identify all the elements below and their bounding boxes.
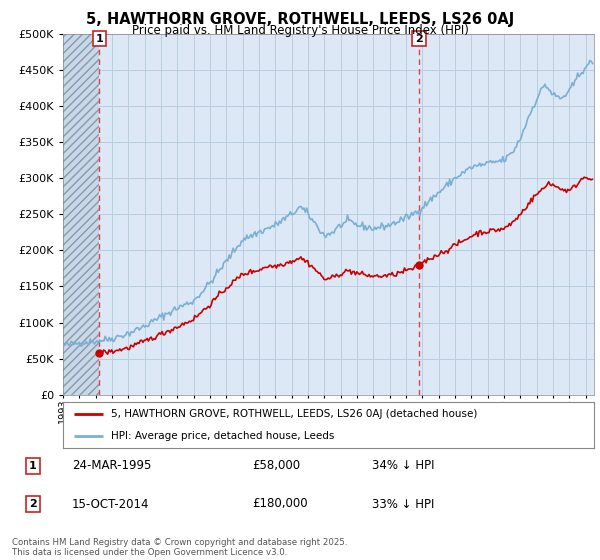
Bar (63, 34, 100, 395)
Text: 2: 2 (415, 34, 423, 44)
Text: £180,000: £180,000 (252, 497, 308, 511)
Text: 15-OCT-2014: 15-OCT-2014 (72, 497, 149, 511)
Text: HPI: Average price, detached house, Leeds: HPI: Average price, detached house, Leed… (111, 431, 334, 441)
Text: 1: 1 (29, 461, 37, 471)
Text: 1: 1 (95, 34, 103, 44)
Text: Price paid vs. HM Land Registry's House Price Index (HPI): Price paid vs. HM Land Registry's House … (131, 24, 469, 36)
Text: 5, HAWTHORN GROVE, ROTHWELL, LEEDS, LS26 0AJ: 5, HAWTHORN GROVE, ROTHWELL, LEEDS, LS26… (86, 12, 514, 27)
Text: 5, HAWTHORN GROVE, ROTHWELL, LEEDS, LS26 0AJ (detached house): 5, HAWTHORN GROVE, ROTHWELL, LEEDS, LS26… (111, 409, 477, 419)
Text: 34% ↓ HPI: 34% ↓ HPI (372, 459, 434, 473)
Text: 33% ↓ HPI: 33% ↓ HPI (372, 497, 434, 511)
Text: 24-MAR-1995: 24-MAR-1995 (72, 459, 151, 473)
Text: 2: 2 (29, 499, 37, 509)
Text: Contains HM Land Registry data © Crown copyright and database right 2025.
This d: Contains HM Land Registry data © Crown c… (12, 538, 347, 557)
Text: £58,000: £58,000 (252, 459, 300, 473)
